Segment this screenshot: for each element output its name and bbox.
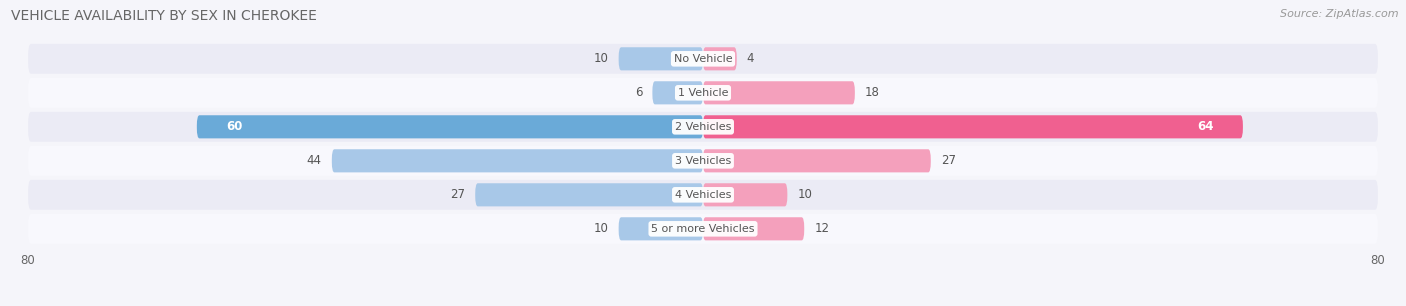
FancyBboxPatch shape xyxy=(28,44,1378,74)
FancyBboxPatch shape xyxy=(28,214,1378,244)
Text: 27: 27 xyxy=(941,154,956,167)
FancyBboxPatch shape xyxy=(475,183,703,206)
FancyBboxPatch shape xyxy=(703,183,787,206)
FancyBboxPatch shape xyxy=(28,112,1378,142)
Text: 10: 10 xyxy=(797,188,813,201)
FancyBboxPatch shape xyxy=(28,146,1378,176)
FancyBboxPatch shape xyxy=(703,115,1243,138)
FancyBboxPatch shape xyxy=(703,217,804,241)
FancyBboxPatch shape xyxy=(28,180,1378,210)
Text: 18: 18 xyxy=(865,86,880,99)
Text: No Vehicle: No Vehicle xyxy=(673,54,733,64)
FancyBboxPatch shape xyxy=(703,149,931,172)
Text: 3 Vehicles: 3 Vehicles xyxy=(675,156,731,166)
Text: 60: 60 xyxy=(226,120,243,133)
Text: 44: 44 xyxy=(307,154,322,167)
Text: 10: 10 xyxy=(593,52,609,65)
Legend: Male, Female: Male, Female xyxy=(638,304,768,306)
FancyBboxPatch shape xyxy=(619,47,703,70)
Text: 10: 10 xyxy=(593,222,609,235)
Text: 2 Vehicles: 2 Vehicles xyxy=(675,122,731,132)
FancyBboxPatch shape xyxy=(197,115,703,138)
Text: 1 Vehicle: 1 Vehicle xyxy=(678,88,728,98)
Text: 6: 6 xyxy=(634,86,643,99)
Text: 5 or more Vehicles: 5 or more Vehicles xyxy=(651,224,755,234)
Text: 4: 4 xyxy=(747,52,755,65)
FancyBboxPatch shape xyxy=(703,81,855,104)
Text: 4 Vehicles: 4 Vehicles xyxy=(675,190,731,200)
Text: VEHICLE AVAILABILITY BY SEX IN CHEROKEE: VEHICLE AVAILABILITY BY SEX IN CHEROKEE xyxy=(11,9,318,23)
Text: Source: ZipAtlas.com: Source: ZipAtlas.com xyxy=(1281,9,1399,19)
Text: 64: 64 xyxy=(1197,120,1213,133)
FancyBboxPatch shape xyxy=(619,217,703,241)
Text: 27: 27 xyxy=(450,188,465,201)
FancyBboxPatch shape xyxy=(652,81,703,104)
FancyBboxPatch shape xyxy=(332,149,703,172)
FancyBboxPatch shape xyxy=(703,47,737,70)
Text: 12: 12 xyxy=(814,222,830,235)
FancyBboxPatch shape xyxy=(28,78,1378,108)
